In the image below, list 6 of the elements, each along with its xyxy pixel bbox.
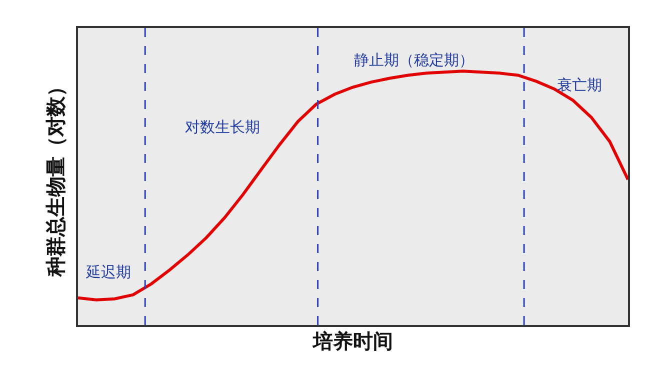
text: 静止期（稳定期） [354, 51, 474, 69]
x-axis-title: 培养时间 [312, 328, 393, 353]
annotation: 衰亡期 [557, 76, 602, 94]
annotation: 对数生长期 [185, 118, 260, 136]
y-axis-title: 种群总生物量（对数） [43, 76, 68, 278]
annotation: 延迟期 [85, 263, 131, 281]
